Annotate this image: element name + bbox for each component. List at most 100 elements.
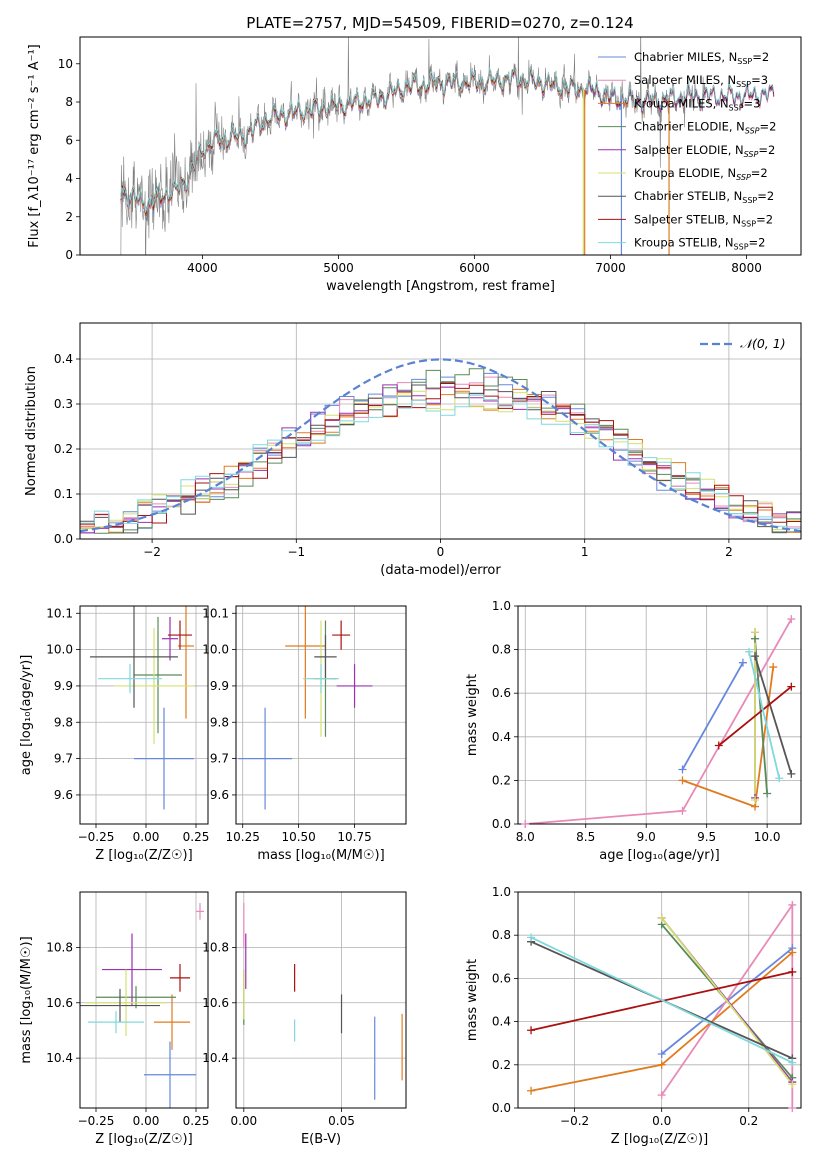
tick-label-y: 10.6	[202, 996, 229, 1010]
tick-label-x: 0.2	[739, 1114, 758, 1128]
frame	[79, 891, 209, 1109]
panel-weight-vs-age: 8.0 8.5 9.0 9.5 10.0 0.0 0.2 0.4 0.6 0.8 1.0 age [l…	[465, 599, 802, 863]
tick-label-y: 0	[65, 248, 73, 262]
weight-marker	[527, 933, 536, 942]
tick-label-y: 9.7	[210, 752, 229, 766]
weight-marker	[788, 967, 797, 976]
legend-entry: Chabrier ELODIE, NSSP=2	[634, 120, 776, 136]
tick-label-y: 0.4	[492, 730, 511, 744]
tick-label-x: 6000	[459, 261, 490, 275]
weight-marker	[657, 1091, 666, 1100]
weight-marker	[788, 1058, 797, 1067]
weight-line	[660, 917, 794, 1085]
y-axis-label: age [log₁₀(age/yr)]	[19, 655, 34, 776]
tick-label-x: 0.0	[652, 1114, 671, 1128]
weight-marker	[678, 806, 687, 815]
panel-weight-vs-Z: −0.2 0.0 0.2 0.0 0.2 0.4 0.6 0.8 1.0 Z [log₁₀(Z/Z…	[465, 885, 802, 1147]
tick-label-x: 8.5	[576, 830, 595, 844]
x-axis-label: Z [log₁₀(Z/Z☉)]	[95, 1132, 192, 1147]
legend-entry: Kroupa ELODIE, NSSP=2	[634, 166, 768, 182]
tick-label-y: 10.8	[46, 940, 73, 954]
tick-label-x: 0.05	[328, 1114, 355, 1128]
tick-label-y: 8	[65, 95, 73, 109]
weight-marker	[751, 796, 760, 805]
panel-age-vs-mass: 10.25 10.50 10.75 9.6 9.7 9.8 9.9 10.0 10.1 mass …	[202, 605, 407, 863]
weight-marker	[657, 1060, 666, 1069]
weight-line	[748, 651, 781, 779]
residual-histogram	[80, 394, 801, 529]
tick-label-y: 9.9	[210, 679, 229, 693]
tick-label-y: 0.4	[492, 1015, 511, 1029]
tick-label-y: 1.0	[492, 599, 511, 613]
legend-entry: Salpeter STELIB, NSSP=2	[634, 212, 773, 228]
weight-marker	[657, 913, 666, 922]
weight-marker	[788, 1080, 797, 1089]
legend-entry: Chabrier MILES, NSSP=2	[634, 50, 769, 66]
tick-label-x: 0.00	[133, 1114, 160, 1128]
legend-entry: Salpeter ELODIE, NSSP=2	[634, 143, 775, 159]
tick-label-y: 9.7	[54, 752, 73, 766]
frame	[235, 605, 407, 825]
residual-histogram	[80, 383, 801, 528]
tick-label-y: 0.6	[492, 686, 511, 700]
y-axis-label: mass weight	[465, 674, 480, 756]
tick-label-x: 0.00	[133, 830, 160, 844]
tick-label-y: 6	[65, 133, 73, 147]
tick-label-y: 0.6	[492, 971, 511, 985]
tick-label-x: 5000	[323, 261, 354, 275]
weight-marker	[788, 900, 797, 909]
x-axis-label: mass [log₁₀(M/M☉)]	[257, 848, 384, 863]
weight-marker	[527, 1086, 536, 1095]
panel-age-vs-Z: −0.25 0.00 0.25 9.6 9.7 9.8 9.9 10.0 10.1 Z [log₁…	[19, 605, 209, 863]
plot-area	[243, 903, 403, 1100]
tick-label-x: −2	[143, 545, 161, 559]
plot-area	[120, 37, 775, 255]
plot-area	[90, 606, 194, 810]
plot-area	[530, 902, 794, 1108]
tick-label-y: 0.0	[492, 1101, 511, 1115]
x-axis-label: E(B-V)	[301, 1132, 341, 1147]
tick-label-x: −0.2	[560, 1114, 589, 1128]
tick-label-x: 10.75	[337, 830, 371, 844]
y-axis-label: mass [log₁₀(M/M☉)]	[19, 936, 34, 1063]
tick-label-x: 9.0	[637, 830, 656, 844]
tick-label-x: 10.25	[226, 830, 260, 844]
tick-label-y: 4	[65, 172, 73, 186]
plot-area	[80, 903, 204, 1108]
tick-label-x: −0.25	[78, 830, 115, 844]
tick-label-y: 2	[65, 210, 73, 224]
residual-histogram	[80, 368, 801, 534]
frame	[79, 322, 802, 540]
gaussian-curve	[80, 358, 801, 533]
tick-label-x: 0	[437, 545, 445, 559]
weight-marker	[788, 1104, 797, 1112]
tick-label-y: 10.0	[202, 643, 229, 657]
weight-line	[718, 686, 792, 747]
residual-histogram	[80, 390, 801, 530]
weight-marker	[678, 765, 687, 774]
weight-marker	[787, 615, 796, 624]
weight-marker	[714, 741, 723, 750]
tick-label-y: 10.4	[202, 1051, 229, 1065]
legend-entry: Kroupa MILES, NSSP=3	[634, 96, 760, 112]
tick-label-y: 0.3	[54, 397, 73, 411]
tick-label-y: 0.4	[54, 352, 73, 366]
frame	[517, 605, 802, 825]
weight-marker	[763, 789, 772, 798]
tick-label-x: 0.25	[183, 1114, 210, 1128]
frame	[79, 36, 802, 256]
weight-marker	[521, 820, 530, 828]
tick-label-x: 1	[581, 545, 589, 559]
tick-label-x: 2	[725, 545, 733, 559]
legend-entry: Salpeter MILES, NSSP=3	[634, 73, 768, 89]
panel-spectrum: 4000 5000 6000 7000 8000 0 2 4 6 8 10 wavelength [A…	[27, 36, 802, 294]
panel-mass-vs-Z: −0.25 0.00 0.25 10.4 10.6 10.8 Z [log₁₀(Z/Z☉)]…	[19, 891, 210, 1147]
weight-line	[530, 936, 793, 1064]
weight-line	[530, 971, 793, 1032]
tick-label-y: 10.0	[46, 643, 73, 657]
figure-title: PLATE=2757, MJD=54509, FIBERID=0270, z=0…	[246, 14, 633, 32]
tick-label-y: 9.8	[54, 715, 73, 729]
weight-marker	[657, 1050, 666, 1058]
